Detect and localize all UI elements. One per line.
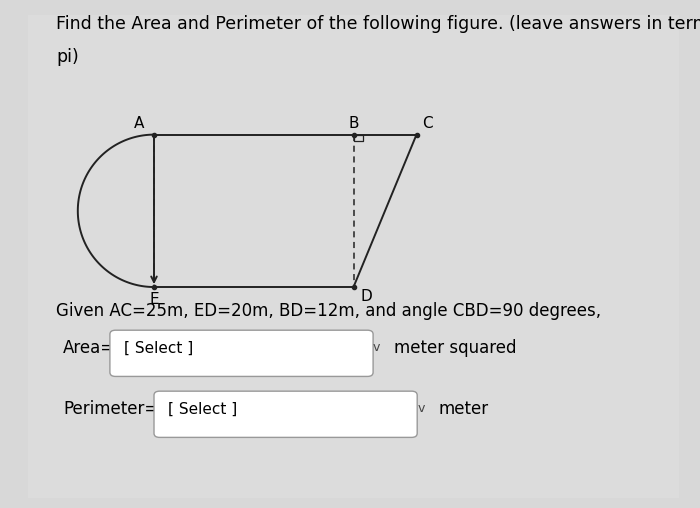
FancyBboxPatch shape [28, 15, 679, 498]
Text: [ Select ]: [ Select ] [124, 340, 193, 356]
Text: D: D [360, 289, 372, 304]
FancyBboxPatch shape [154, 391, 417, 437]
Text: A: A [134, 116, 143, 131]
Text: B: B [349, 116, 358, 131]
Text: pi): pi) [56, 48, 78, 66]
Text: Area=: Area= [63, 339, 115, 357]
Text: v: v [373, 341, 381, 355]
Text: Perimeter=: Perimeter= [63, 400, 158, 418]
Text: meter squared: meter squared [394, 339, 517, 357]
Text: v: v [417, 402, 425, 416]
Text: Given AC=25m, ED=20m, BD=12m, and angle CBD=90 degrees,: Given AC=25m, ED=20m, BD=12m, and angle … [56, 302, 601, 320]
Text: [ Select ]: [ Select ] [168, 401, 237, 417]
Text: meter: meter [438, 400, 489, 418]
Text: Find the Area and Perimeter of the following figure. (leave answers in terms of: Find the Area and Perimeter of the follo… [56, 15, 700, 33]
Text: E: E [149, 292, 159, 307]
Text: C: C [421, 116, 433, 131]
FancyBboxPatch shape [110, 330, 373, 376]
